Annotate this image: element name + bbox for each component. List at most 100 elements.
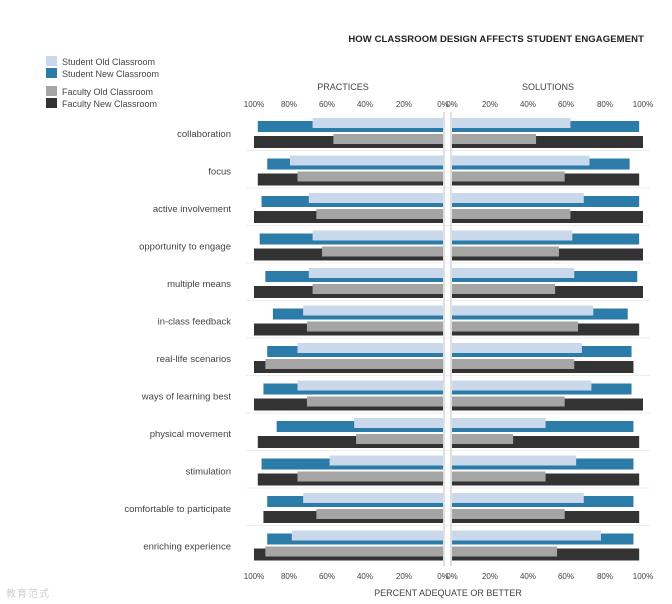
- legend-item-student-old: Student Old Classroom: [46, 56, 155, 67]
- tick-label-top: 80%: [281, 100, 297, 109]
- tick-label-top: 80%: [597, 100, 613, 109]
- legend-label: Faculty New Classroom: [62, 99, 158, 109]
- legend-item-student-new: Student New Classroom: [46, 68, 159, 79]
- category-label: physical movement: [150, 429, 232, 440]
- bar-practices: [306, 321, 443, 332]
- bar-solutions: [452, 134, 537, 144]
- bar-practices: [265, 546, 443, 557]
- legend-item-faculty-old: Faculty Old Classroom: [46, 86, 153, 97]
- category-label: real-life scenarios: [157, 354, 232, 365]
- tick-label-bottom: 100%: [633, 572, 653, 581]
- category-label: in-class feedback: [158, 317, 232, 328]
- tick-label-top: 100%: [244, 100, 264, 109]
- bar-solutions: [452, 359, 575, 369]
- bar-practices: [303, 305, 443, 316]
- bar-solutions: [452, 455, 577, 466]
- bar-solutions: [452, 396, 565, 407]
- tick-label-bottom: 80%: [597, 572, 613, 581]
- bar-solutions: [452, 284, 556, 294]
- bar-solutions: [452, 246, 559, 257]
- tick-label-bottom: 0%: [446, 572, 458, 581]
- tick-label-bottom: 80%: [281, 572, 297, 581]
- bar-solutions: [452, 230, 573, 241]
- bar-solutions: [452, 321, 579, 332]
- bar-solutions: [452, 118, 571, 128]
- tick-label-top: 0%: [446, 100, 458, 109]
- legend-label: Student Old Classroom: [62, 57, 156, 67]
- bar-practices: [316, 509, 443, 519]
- bar-practices: [322, 246, 443, 257]
- bar-solutions: [452, 380, 592, 391]
- bar-solutions: [452, 305, 594, 316]
- panel-label-practices: PRACTICES: [317, 82, 369, 92]
- tick-label-bottom: 20%: [396, 572, 412, 581]
- bar-solutions: [452, 546, 558, 557]
- bar-practices: [291, 530, 443, 541]
- bar-practices: [354, 418, 443, 428]
- bar-practices: [265, 359, 443, 369]
- bar-solutions: [452, 509, 565, 519]
- legend-swatch: [46, 56, 57, 66]
- bar-practices: [312, 118, 443, 128]
- bar-practices: [312, 284, 443, 294]
- bar-solutions: [452, 530, 601, 541]
- legend-swatch: [46, 68, 57, 78]
- bar-practices: [329, 455, 443, 466]
- bar-practices: [297, 343, 443, 353]
- tick-label-bottom: 0%: [437, 572, 449, 581]
- bar-solutions: [452, 209, 571, 219]
- tick-label-bottom: 100%: [244, 572, 264, 581]
- legend-item-faculty-new: Faculty New Classroom: [46, 98, 157, 109]
- bar-practices: [308, 268, 443, 278]
- bar-solutions: [452, 471, 546, 482]
- category-label: multiple means: [167, 279, 231, 290]
- watermark-text: 教育范式: [6, 589, 50, 600]
- panel-label-solutions: SOLUTIONS: [522, 82, 574, 92]
- bar-solutions: [452, 268, 575, 278]
- legend-label: Faculty Old Classroom: [62, 87, 154, 97]
- bar-practices: [356, 434, 443, 444]
- legend-swatch: [46, 98, 57, 108]
- bar-solutions: [452, 493, 584, 503]
- bar-solutions: [452, 171, 565, 182]
- bar-practices: [297, 171, 443, 182]
- tick-label-top: 40%: [357, 100, 373, 109]
- bar-practices: [312, 230, 443, 241]
- category-label: ways of learning best: [141, 392, 232, 403]
- chart-title: HOW CLASSROOM DESIGN AFFECTS STUDENT ENG…: [348, 34, 644, 45]
- category-label: stimulation: [186, 467, 231, 478]
- tick-label-top: 60%: [319, 100, 335, 109]
- category-label: active involvement: [153, 204, 232, 215]
- tick-label-bottom: 40%: [520, 572, 536, 581]
- bar-practices: [297, 380, 443, 391]
- tick-label-top: 20%: [482, 100, 498, 109]
- bar-solutions: [452, 434, 514, 444]
- category-label: opportunity to engage: [139, 242, 231, 253]
- tick-label-top: 20%: [396, 100, 412, 109]
- tick-label-bottom: 40%: [357, 572, 373, 581]
- bar-practices: [306, 396, 443, 407]
- bar-practices: [303, 493, 443, 503]
- bar-solutions: [452, 193, 584, 203]
- bar-practices: [297, 471, 443, 482]
- bar-practices: [308, 193, 443, 203]
- tick-label-top: 0%: [437, 100, 449, 109]
- x-axis-label: PERCENT ADEQUATE OR BETTER: [374, 588, 522, 598]
- bar-practices: [316, 209, 443, 219]
- category-label: collaboration: [177, 129, 231, 140]
- tick-label-top: 40%: [520, 100, 536, 109]
- legend-label: Student New Classroom: [62, 69, 160, 79]
- tick-label-bottom: 60%: [319, 572, 335, 581]
- tick-label-top: 60%: [558, 100, 574, 109]
- bar-solutions: [452, 155, 590, 166]
- tick-label-top: 100%: [633, 100, 653, 109]
- bar-solutions: [452, 343, 582, 353]
- tick-label-bottom: 20%: [482, 572, 498, 581]
- bar-practices: [333, 134, 443, 144]
- bar-practices: [289, 155, 443, 166]
- legend-swatch: [46, 86, 57, 96]
- bar-solutions: [452, 418, 546, 428]
- category-label: comfortable to participate: [124, 504, 231, 515]
